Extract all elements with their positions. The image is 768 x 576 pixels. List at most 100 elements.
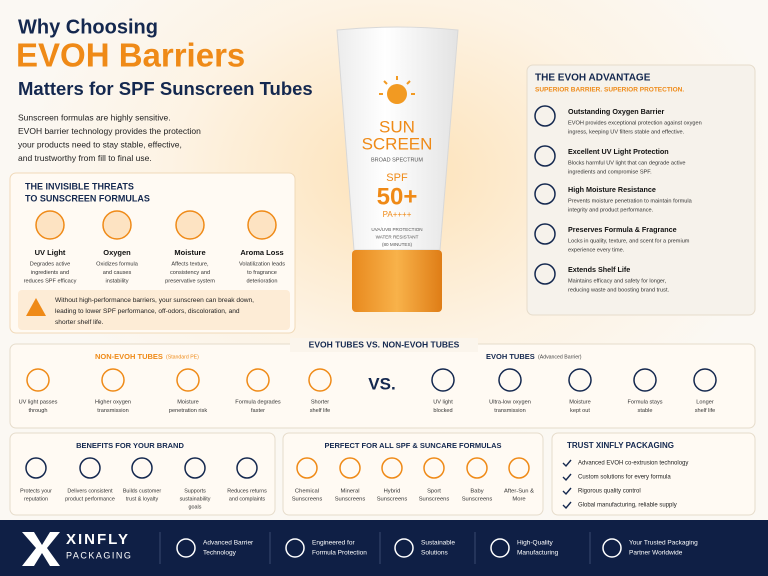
icon: [693, 368, 717, 392]
feature-text: Formula Protection: [312, 550, 367, 557]
icon: [25, 457, 47, 479]
icon: [568, 368, 592, 392]
item-desc: Ultra-low oxygen: [489, 399, 531, 405]
item-desc: preservative system: [165, 278, 215, 284]
trust-panel: [551, 432, 756, 516]
icon: [490, 538, 510, 558]
feature-text: Partner Worldwide: [629, 550, 683, 557]
item-desc: Sunscreens: [419, 497, 450, 503]
item-desc: UV light: [433, 399, 453, 405]
title-bg: [290, 338, 478, 352]
icon: [296, 457, 318, 479]
item-desc: transmission: [494, 408, 525, 414]
icon: [534, 263, 556, 285]
icon: [466, 457, 488, 479]
item-label: UV Light: [35, 248, 66, 257]
icon: [184, 457, 206, 479]
item-desc: ingredients and: [31, 270, 69, 276]
feature-text: Advanced Barrier: [203, 540, 254, 547]
icon: [534, 145, 556, 167]
item-desc: and complaints: [229, 496, 266, 502]
item-desc: transmission: [97, 408, 128, 414]
warning-text: leading to lower SPF performance, off-od…: [55, 308, 240, 315]
section-title: PERFECT FOR ALL SPF & SUNCARE FORMULAS: [324, 441, 501, 450]
title: Matters for SPF Sunscreen Tubes: [18, 78, 313, 99]
intro: your products need to stay stable, effec…: [18, 139, 182, 149]
item-desc: integrity and product performance.: [568, 207, 654, 213]
item-desc: Formula stays: [627, 399, 662, 405]
item-desc: Sunscreens: [377, 497, 408, 503]
feature-text: Solutions: [421, 550, 448, 557]
formulas-panel: [282, 432, 544, 516]
item-desc: Degrades active: [30, 261, 70, 267]
tube-text: PA++++: [383, 210, 412, 219]
item-desc: Sport: [427, 489, 441, 495]
icon: [79, 457, 101, 479]
item-desc: and causes: [103, 270, 132, 276]
section-title: THE INVISIBLE THREATS: [25, 181, 134, 191]
logo: [22, 532, 60, 566]
list-item: Global manufacturing, reliable supply: [578, 503, 677, 509]
column-note: (Standard PE): [166, 354, 199, 360]
icon: [26, 368, 50, 392]
item-desc: Oxidizes formula: [96, 261, 139, 267]
item-desc: Reduces returns: [227, 488, 267, 494]
item-desc: Hybrid: [384, 489, 401, 495]
section-subtitle: SUPERIOR BARRIER. SUPERIOR PROTECTION.: [535, 87, 684, 94]
intro: EVOH barrier technology provides the pro…: [18, 126, 201, 136]
item-title: Outstanding Oxygen Barrier: [568, 107, 664, 116]
item-desc: faster: [251, 408, 265, 414]
column-title: NON-EVOH TUBES: [95, 352, 163, 361]
item-desc: Sunscreens: [292, 497, 323, 503]
item-desc: stable: [638, 408, 653, 414]
item-desc: blocked: [433, 408, 452, 414]
feature-text: Technology: [203, 550, 237, 557]
item-desc: Volatilization leads: [239, 261, 285, 267]
feature-text: Manufacturing: [517, 550, 559, 557]
item-desc: reducing waste and boosting brand trust.: [568, 287, 670, 293]
item-desc: sustainability: [180, 496, 211, 502]
icon: [102, 210, 132, 240]
check: [562, 501, 572, 510]
item-desc: EVOH provides exceptional protection aga…: [568, 120, 702, 126]
tube-text: (80 MINUTES): [382, 242, 413, 247]
icon: [508, 457, 530, 479]
warning-text: shorter shelf life.: [55, 319, 104, 326]
footer-bar: [0, 520, 768, 576]
tube-text: BROAD SPECTRUM: [371, 157, 423, 163]
intro: and trustworthy from fill to final use.: [18, 153, 152, 163]
icon: [534, 223, 556, 245]
icon: [246, 368, 270, 392]
check: [562, 473, 572, 482]
item-desc: goals: [189, 504, 202, 510]
item-desc: Prevents moisture penetration to maintai…: [568, 198, 693, 204]
item-title: Excellent UV Light Protection: [568, 147, 669, 156]
icon: [498, 368, 522, 392]
icon: [339, 457, 361, 479]
item-desc: reduces SPF efficacy: [24, 278, 77, 284]
item-desc: ingress, keeping UV filters stable and e…: [568, 129, 685, 135]
list-item: Custom solutions for every formula: [578, 475, 671, 481]
item-desc: Moisture: [569, 399, 590, 405]
item-desc: Affects texture,: [171, 261, 209, 267]
tube-text: SPF: [386, 172, 408, 184]
feature-text: High-Quality: [517, 540, 554, 547]
warning-text: Without high-performance barriers, your …: [55, 297, 254, 304]
warning-box: [18, 290, 290, 330]
icon: [534, 183, 556, 205]
icon: [308, 368, 332, 392]
vs: VS.: [368, 374, 395, 393]
check: [562, 487, 572, 496]
item-desc: deterioration: [246, 278, 277, 284]
item-title: Preserves Formula & Fragrance: [568, 225, 677, 234]
brand: XINFLY: [66, 531, 130, 548]
icon: [602, 538, 622, 558]
title: Why Choosing: [18, 16, 158, 38]
icon: [175, 210, 205, 240]
item-desc: Sunscreens: [462, 497, 493, 503]
item-desc: Locks in quality, texture, and scent for…: [568, 238, 690, 244]
tube-text: 50+: [377, 183, 418, 210]
item-desc: experience every time.: [568, 247, 625, 253]
item-desc: Supports: [184, 488, 206, 494]
